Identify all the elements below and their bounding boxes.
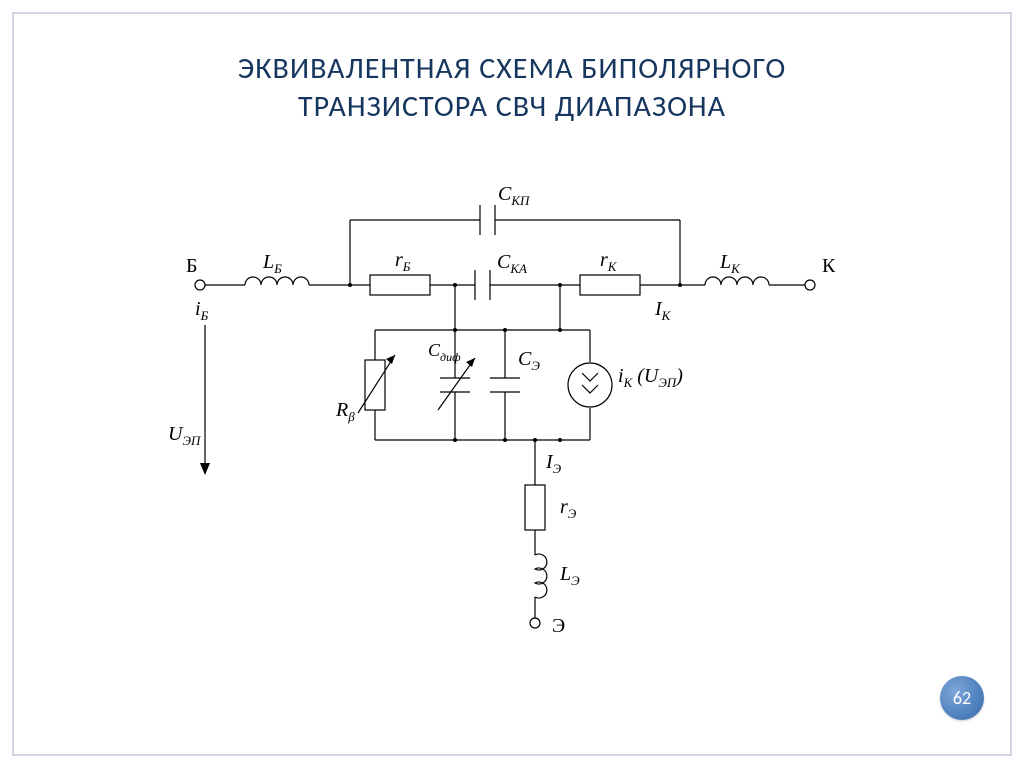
label-ce: CЭ <box>518 348 540 373</box>
label-rbeta: Rβ <box>335 399 355 424</box>
capacitor-ce <box>490 378 520 392</box>
resistor-rb <box>370 275 430 295</box>
label-cdif: Cдиф <box>428 340 461 364</box>
label-k: К <box>822 255 836 277</box>
terminal-k <box>805 280 815 290</box>
page-number-badge: 62 <box>940 676 984 720</box>
resistor-re <box>525 485 545 530</box>
label-lb: LБ <box>262 251 282 276</box>
label-ib: iБ <box>195 298 209 323</box>
current-source-ik <box>568 363 612 407</box>
label-ckp: CКП <box>498 183 531 208</box>
label-b: Б <box>186 255 197 277</box>
label-re: rЭ <box>560 496 577 521</box>
inductor-lk <box>705 277 769 285</box>
label-le: LЭ <box>559 563 580 588</box>
label-ik-source: iК (UЭП) <box>618 365 683 390</box>
label-uep: UЭП <box>168 423 202 448</box>
circuit-diagram: Б К Э LБ rБ CКА CКП rК LК Rβ Cдиф CЭ iК … <box>0 0 1024 768</box>
page-number: 62 <box>953 687 971 709</box>
label-lk: LК <box>719 251 741 276</box>
capacitor-ckp <box>480 205 495 235</box>
capacitor-cka <box>475 270 490 300</box>
label-rb: rБ <box>395 249 411 274</box>
capacitor-cdif <box>440 378 470 392</box>
label-ik: IК <box>654 298 672 323</box>
resistor-rk <box>580 275 640 295</box>
terminal-e <box>530 618 540 628</box>
label-rk: rК <box>600 249 618 274</box>
label-e: Э <box>552 615 565 637</box>
label-ie: IЭ <box>545 451 562 476</box>
terminal-b <box>195 280 205 290</box>
label-cka: CКА <box>497 251 527 276</box>
inductor-le <box>535 554 547 598</box>
inductor-lb <box>245 277 309 285</box>
resistor-rbeta <box>365 360 385 410</box>
